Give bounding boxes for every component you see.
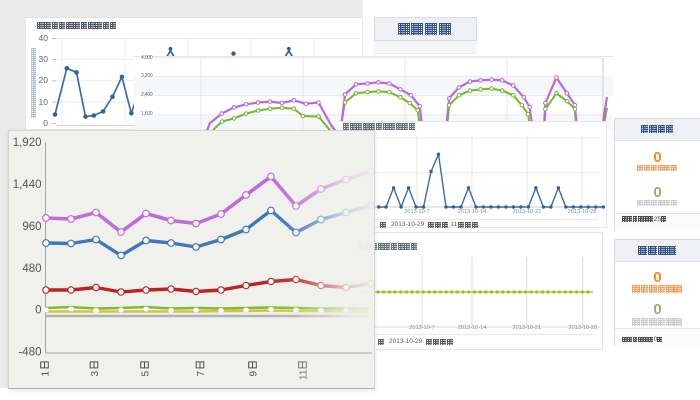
svg-text:0: 0	[35, 304, 41, 316]
svg-text:11: 11	[298, 369, 309, 380]
svg-text:1: 1	[40, 370, 51, 376]
svg-text:1,920: 1,920	[13, 137, 42, 149]
svg-text:-480: -480	[18, 346, 41, 358]
svg-text:3: 3	[90, 370, 101, 376]
svg-text:960: 960	[22, 221, 41, 233]
svg-text:7: 7	[196, 370, 207, 376]
svg-text:1,440: 1,440	[13, 179, 42, 191]
svg-text:480: 480	[22, 263, 41, 275]
svg-text:9: 9	[248, 370, 259, 376]
svg-text:5: 5	[140, 370, 151, 376]
